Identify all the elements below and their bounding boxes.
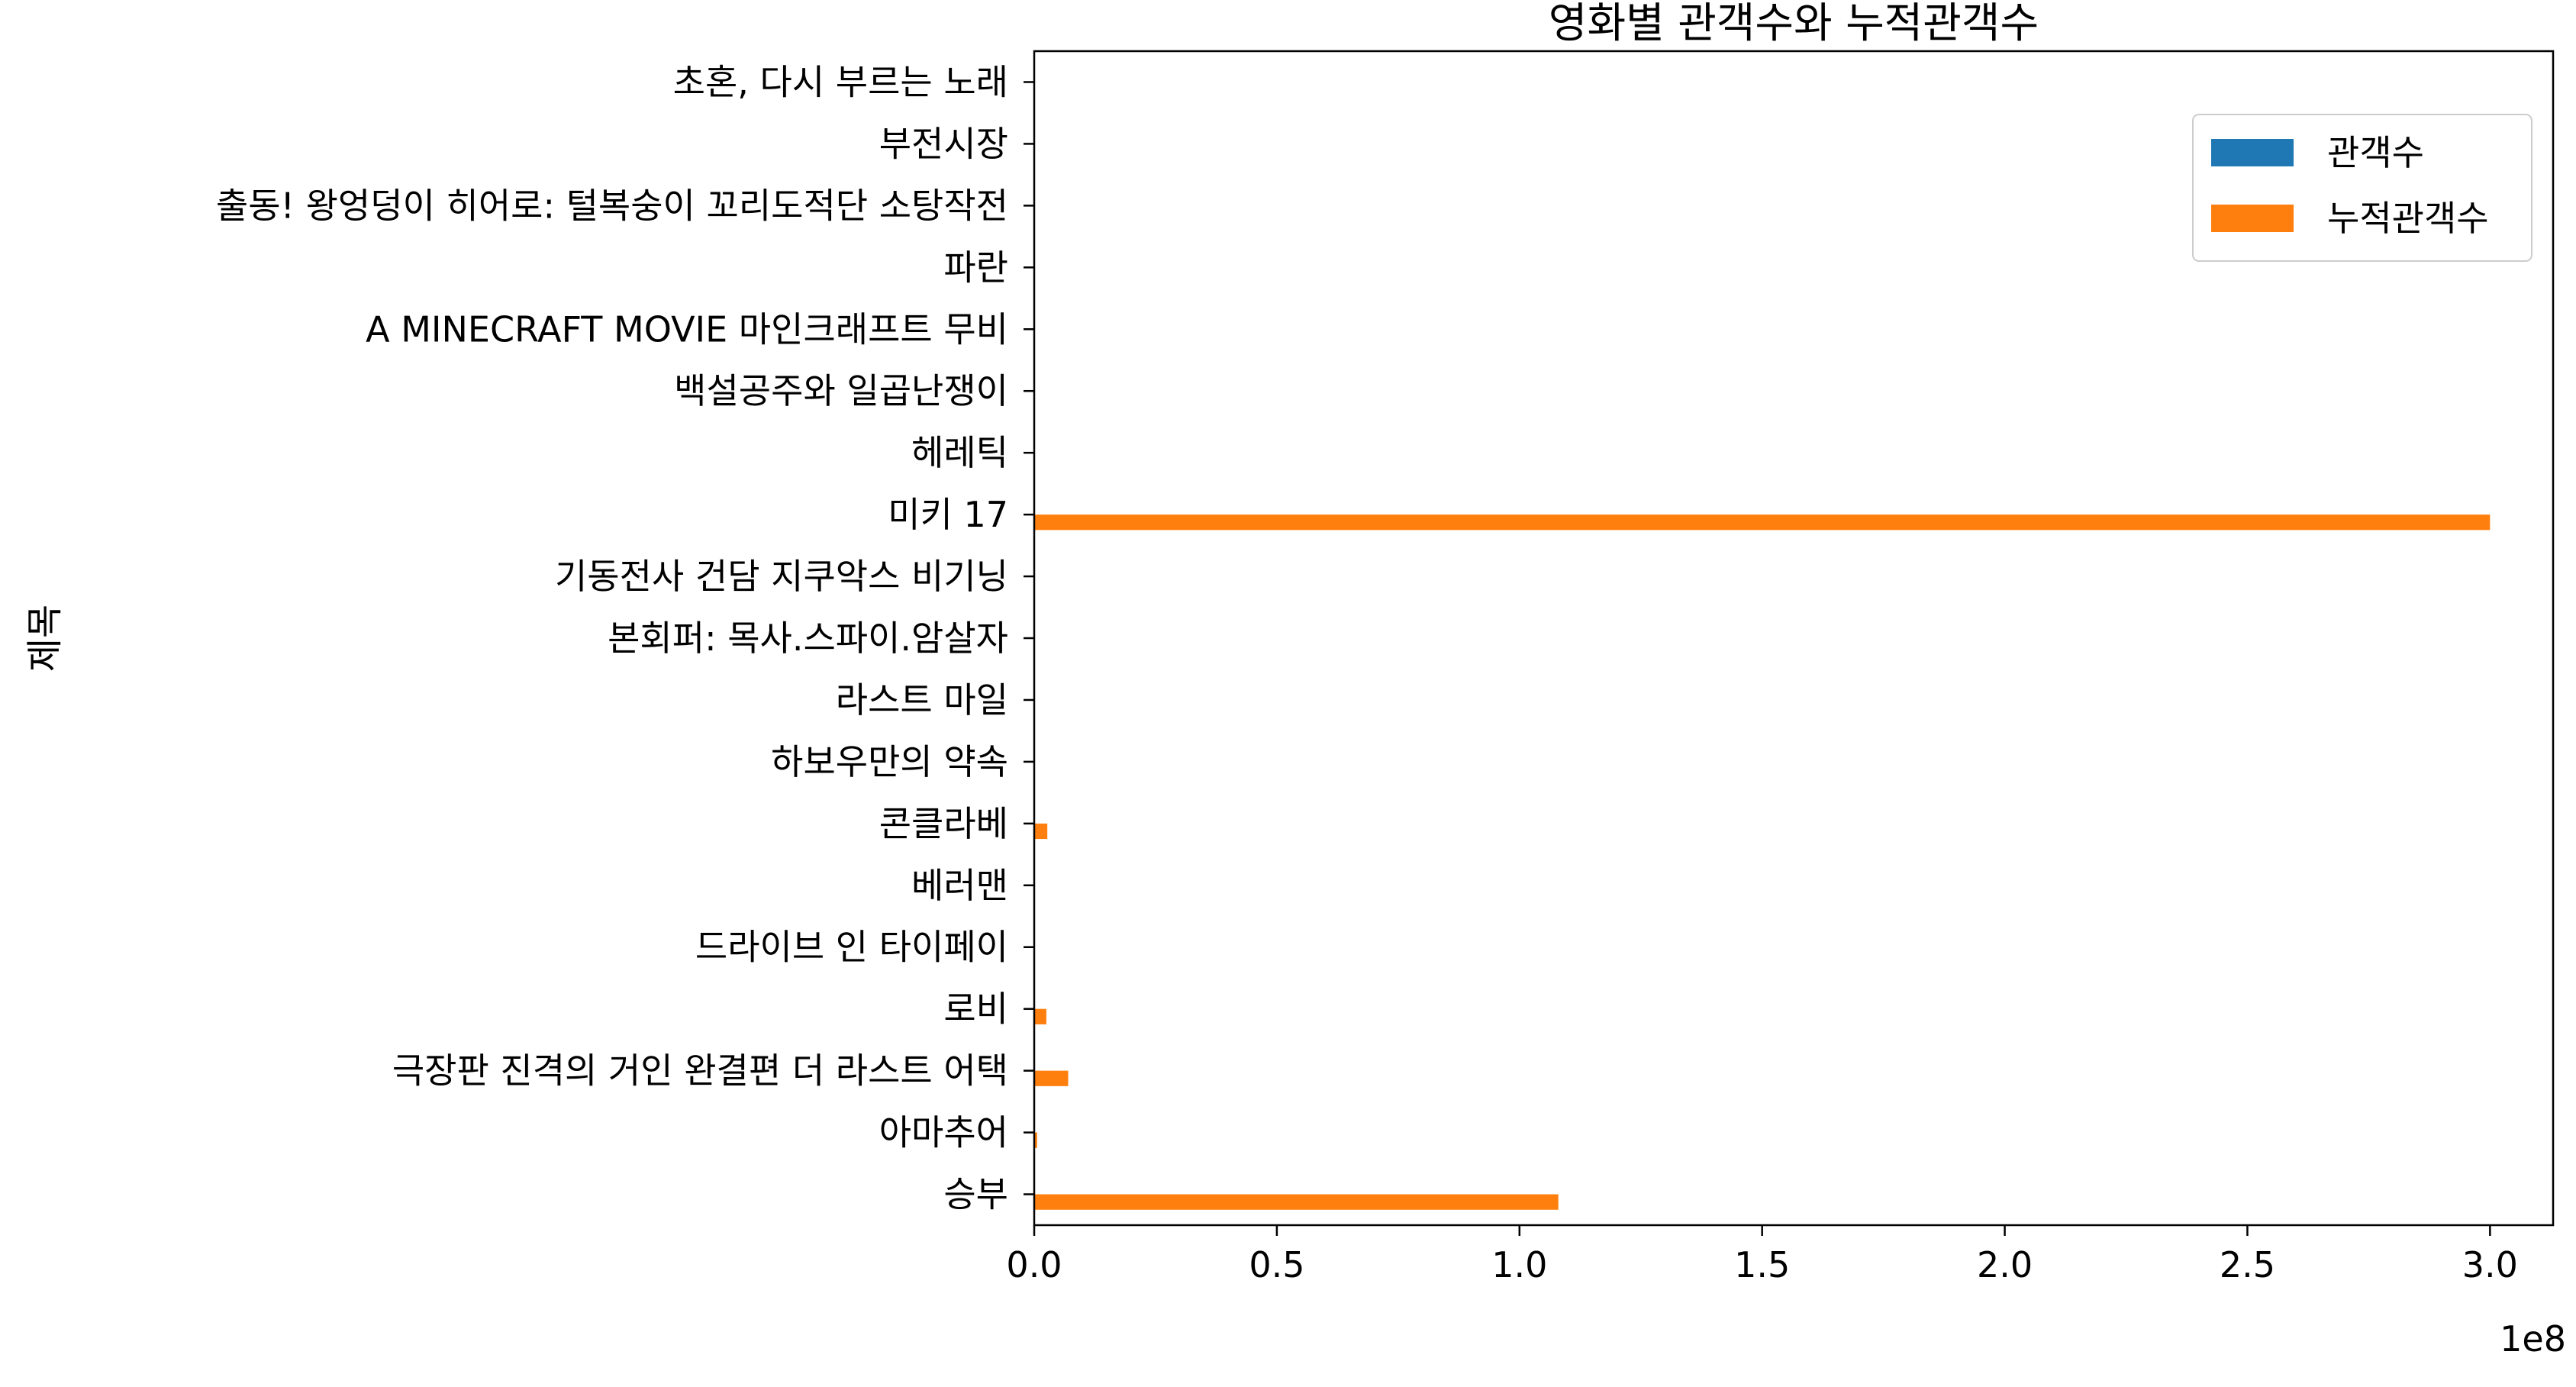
y-tick-label-17: 부전시장 [879, 123, 1008, 164]
x-tick-label-2: 1.0 [1491, 1244, 1547, 1285]
bar-cumulative-6 [1034, 823, 1048, 840]
x-axis-ticks: 0.0 0.5 1.0 1.5 2.0 2.5 3.0 [1006, 1225, 2518, 1285]
x-tick-label-6: 3.0 [2462, 1244, 2518, 1285]
y-tick-label-6: 콘클라베 [879, 803, 1008, 844]
x-tick-label-5: 2.5 [2220, 1244, 2275, 1285]
y-tick-label-11: 미키 17 [888, 494, 1008, 535]
y-tick-label-1: 아마추어 [879, 1112, 1008, 1153]
y-tick-label-5: 베러맨 [911, 865, 1008, 906]
y-tick-label-4: 드라이브 인 타이페이 [695, 927, 1008, 968]
x-tick-label-0: 0.0 [1006, 1244, 1062, 1285]
legend-swatch-1 [2211, 205, 2294, 232]
bar-cumulative-2 [1034, 1070, 1069, 1086]
x-tick-label-4: 2.0 [1977, 1244, 2033, 1285]
bar-cumulative-0 [1034, 1194, 1559, 1210]
y-tick-label-18: 초혼, 다시 부르는 노래 [673, 61, 1008, 102]
y-tick-label-9: 본회퍼: 목사.스파이.암살자 [608, 618, 1008, 659]
bars-group [1034, 66, 2491, 1210]
y-tick-label-3: 로비 [943, 989, 1008, 1030]
y-tick-label-8: 라스트 마일 [836, 679, 1008, 721]
y-tick-label-0: 승부 [943, 1174, 1008, 1215]
y-axis-ticks: 승부 아마추어 극장판 진격의 거인 완결편 더 라스트 어택 로비 드라이브 인 타이… [216, 61, 1034, 1215]
x-axis-offset-label: 1e8 [2500, 1318, 2566, 1360]
y-tick-label-12: 헤레틱 [911, 432, 1008, 473]
y-axis-label: 제목 [24, 605, 66, 672]
y-tick-label-7: 하보우만의 약속 [771, 741, 1008, 782]
chart-title: 영화별 관객수와 누적관객수 [1549, 0, 2039, 47]
legend-label-0: 관객수 [2327, 132, 2424, 173]
y-tick-label-16: 출동! 왕엉덩이 히어로: 털복숭이 꼬리도적단 소탕작전 [216, 185, 1008, 226]
y-tick-label-2: 극장판 진격의 거인 완결편 더 라스트 어택 [392, 1050, 1008, 1092]
bar-cumulative-11 [1034, 514, 2491, 531]
legend-swatch-0 [2211, 139, 2294, 166]
bar-cumulative-1 [1034, 1132, 1037, 1148]
plot-frame [1033, 50, 2555, 1227]
x-tick-label-1: 0.5 [1249, 1244, 1304, 1285]
y-tick-label-10: 기동전사 건담 지쿠악스 비기닝 [555, 556, 1008, 597]
bar-cumulative-3 [1034, 1008, 1046, 1024]
y-tick-label-13: 백설공주와 일곱난쟁이 [674, 370, 1008, 411]
y-tick-label-15: 파란 [943, 247, 1008, 288]
x-tick-label-3: 1.5 [1734, 1244, 1790, 1285]
y-tick-label-14: A MINECRAFT MOVIE 마인크래프트 무비 [366, 308, 1008, 350]
legend-label-1: 누적관객수 [2327, 198, 2489, 239]
